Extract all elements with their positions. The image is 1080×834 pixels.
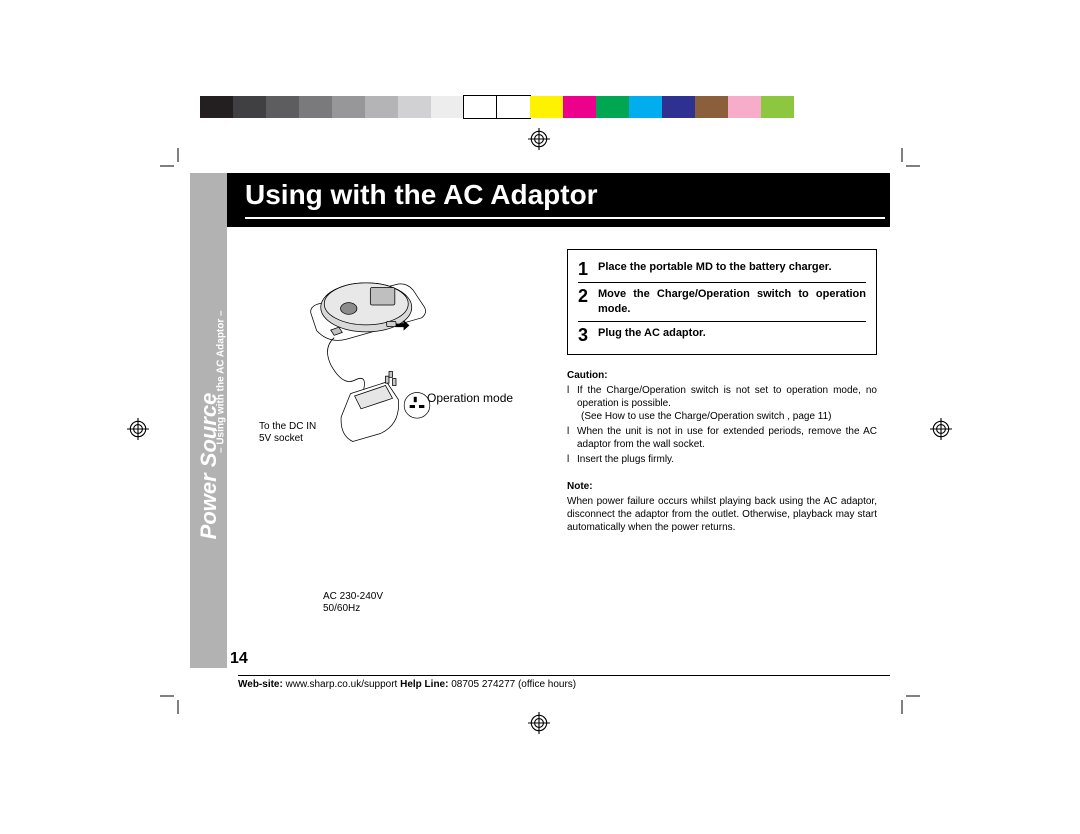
color-swatch [332, 96, 365, 118]
note-text: When power failure occurs whilst playing… [567, 495, 877, 534]
color-swatch [629, 96, 662, 118]
page-number: 14 [230, 650, 248, 668]
step-number: 3 [578, 326, 598, 344]
step-number: 1 [578, 260, 598, 278]
crop-mark [160, 148, 184, 172]
color-swatch [563, 96, 596, 118]
color-swatch [497, 96, 530, 118]
color-swatch [299, 96, 332, 118]
caution-item: lWhen the unit is not in use for extende… [567, 425, 877, 451]
steps-box: 1Place the portable MD to the battery ch… [567, 249, 877, 355]
registration-mark-right [930, 418, 952, 440]
manual-page: Power Source – Using with the AC Adaptor… [190, 173, 890, 668]
label-dc-in-line1: To the DC IN [259, 421, 316, 432]
crop-mark [896, 690, 920, 714]
content-area: Operation mode To the DC IN 5V socket AC… [227, 231, 890, 636]
color-swatch [398, 96, 431, 118]
color-swatch [233, 96, 266, 118]
step-row: 2Move the Charge/Operation switch to ope… [578, 282, 866, 321]
color-swatch [695, 96, 728, 118]
caution-text: Insert the plugs firmly. [577, 453, 674, 466]
label-ac-voltage: AC 230-240V 50/60Hz [323, 591, 383, 615]
label-dc-in: To the DC IN 5V socket [259, 421, 316, 445]
footer-web-value: www.sharp.co.uk/support [283, 679, 400, 690]
caution-subtext: (See How to use the Charge/Operation swi… [577, 410, 877, 423]
color-swatch [662, 96, 695, 118]
footer-web-label: Web-site: [238, 679, 283, 690]
color-swatch [200, 96, 233, 118]
caution-block: Caution: lIf the Charge/Operation switch… [567, 369, 877, 466]
color-swatch [365, 96, 398, 118]
color-swatch [530, 96, 563, 118]
caution-heading: Caution: [567, 369, 877, 382]
page-title-block: Using with the AC Adaptor [227, 173, 890, 227]
bullet-glyph: l [567, 453, 577, 466]
footer-line: Web-site: www.sharp.co.uk/support Help L… [238, 675, 890, 690]
color-swatch [464, 96, 497, 118]
registration-mark-left [127, 418, 149, 440]
step-number: 2 [578, 287, 598, 305]
section-title: – Using with the AC Adaptor – [215, 310, 226, 453]
label-dc-in-line2: 5V socket [259, 433, 303, 444]
note-heading: Note: [567, 480, 877, 493]
color-swatch [761, 96, 794, 118]
page-title: Using with the AC Adaptor [245, 179, 890, 211]
title-underline [245, 217, 885, 219]
color-swatch [266, 96, 299, 118]
instructions-column: 1Place the portable MD to the battery ch… [567, 249, 877, 534]
label-operation-mode: Operation mode [427, 391, 513, 405]
bullet-glyph: l [567, 384, 577, 423]
illustration-column: Operation mode To the DC IN 5V socket AC… [245, 249, 545, 629]
step-text: Place the portable MD to the battery cha… [598, 260, 832, 275]
registration-mark-top [528, 128, 550, 150]
color-swatch [728, 96, 761, 118]
printer-color-bar [200, 96, 794, 118]
caution-item: lInsert the plugs firmly. [567, 453, 877, 466]
footer-help-label: Help Line: [400, 679, 448, 690]
color-swatch [596, 96, 629, 118]
crop-mark [896, 148, 920, 172]
bullet-glyph: l [567, 425, 577, 451]
crop-mark [160, 690, 184, 714]
label-ac-line2: 50/60Hz [323, 603, 360, 614]
caution-item: lIf the Charge/Operation switch is not s… [567, 384, 877, 423]
step-row: 1Place the portable MD to the battery ch… [578, 256, 866, 282]
chapter-side-tab: Power Source – Using with the AC Adaptor… [190, 173, 227, 668]
registration-mark-bottom [528, 712, 550, 734]
label-ac-line1: AC 230-240V [323, 591, 383, 602]
footer-help-value: 08705 274277 (office hours) [448, 679, 576, 690]
note-block: Note: When power failure occurs whilst p… [567, 480, 877, 534]
step-text: Plug the AC adaptor. [598, 326, 706, 341]
caution-text: If the Charge/Operation switch is not se… [577, 384, 877, 423]
step-text: Move the Charge/Operation switch to oper… [598, 287, 866, 317]
step-row: 3Plug the AC adaptor. [578, 321, 866, 348]
color-swatch [431, 96, 464, 118]
caution-text: When the unit is not in use for extended… [577, 425, 877, 451]
